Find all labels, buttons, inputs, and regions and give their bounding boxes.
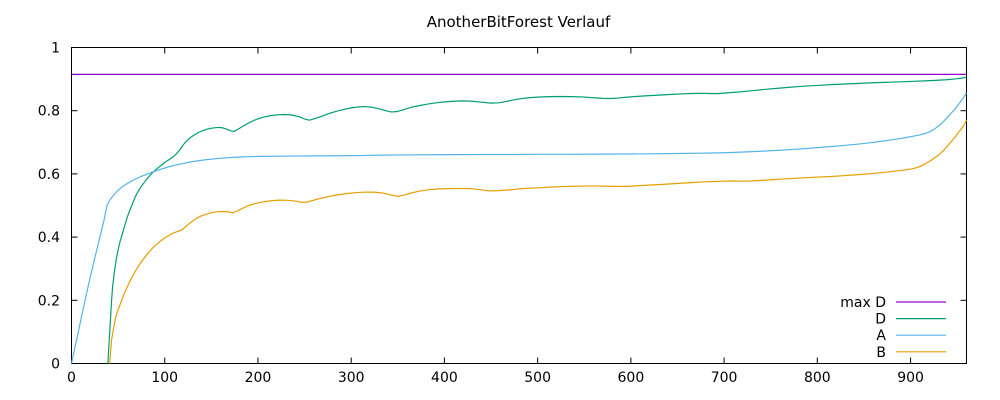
x-tick-label: 0 [67,370,76,386]
y-tick-label: 0.2 [38,293,60,309]
x-tick-label: 100 [151,370,178,386]
legend-label-b: B [876,345,886,361]
y-tick-label: 0.4 [38,230,60,246]
series-line-b [109,119,968,364]
y-tick-label: 0 [51,357,60,373]
plot-border [71,47,967,364]
y-tick-label: 0.6 [38,167,60,183]
y-tick-label: 0.8 [38,104,60,120]
y-tick-label: 1 [51,41,60,57]
legend-label-a: A [876,328,886,344]
series-line-a [70,92,968,364]
x-tick-label: 600 [618,370,645,386]
x-tick-label: 400 [431,370,458,386]
x-tick-label: 900 [897,370,924,386]
x-tick-label: 700 [711,370,738,386]
legend-label-max-d: max D [840,295,886,311]
series-line-d [107,76,967,364]
x-tick-label: 200 [245,370,272,386]
legend-label-d: D [875,312,886,328]
x-tick-label: 300 [338,370,365,386]
x-tick-label: 800 [804,370,831,386]
x-tick-label: 500 [524,370,551,386]
chart-title: AnotherBitForest Verlauf [426,13,611,31]
